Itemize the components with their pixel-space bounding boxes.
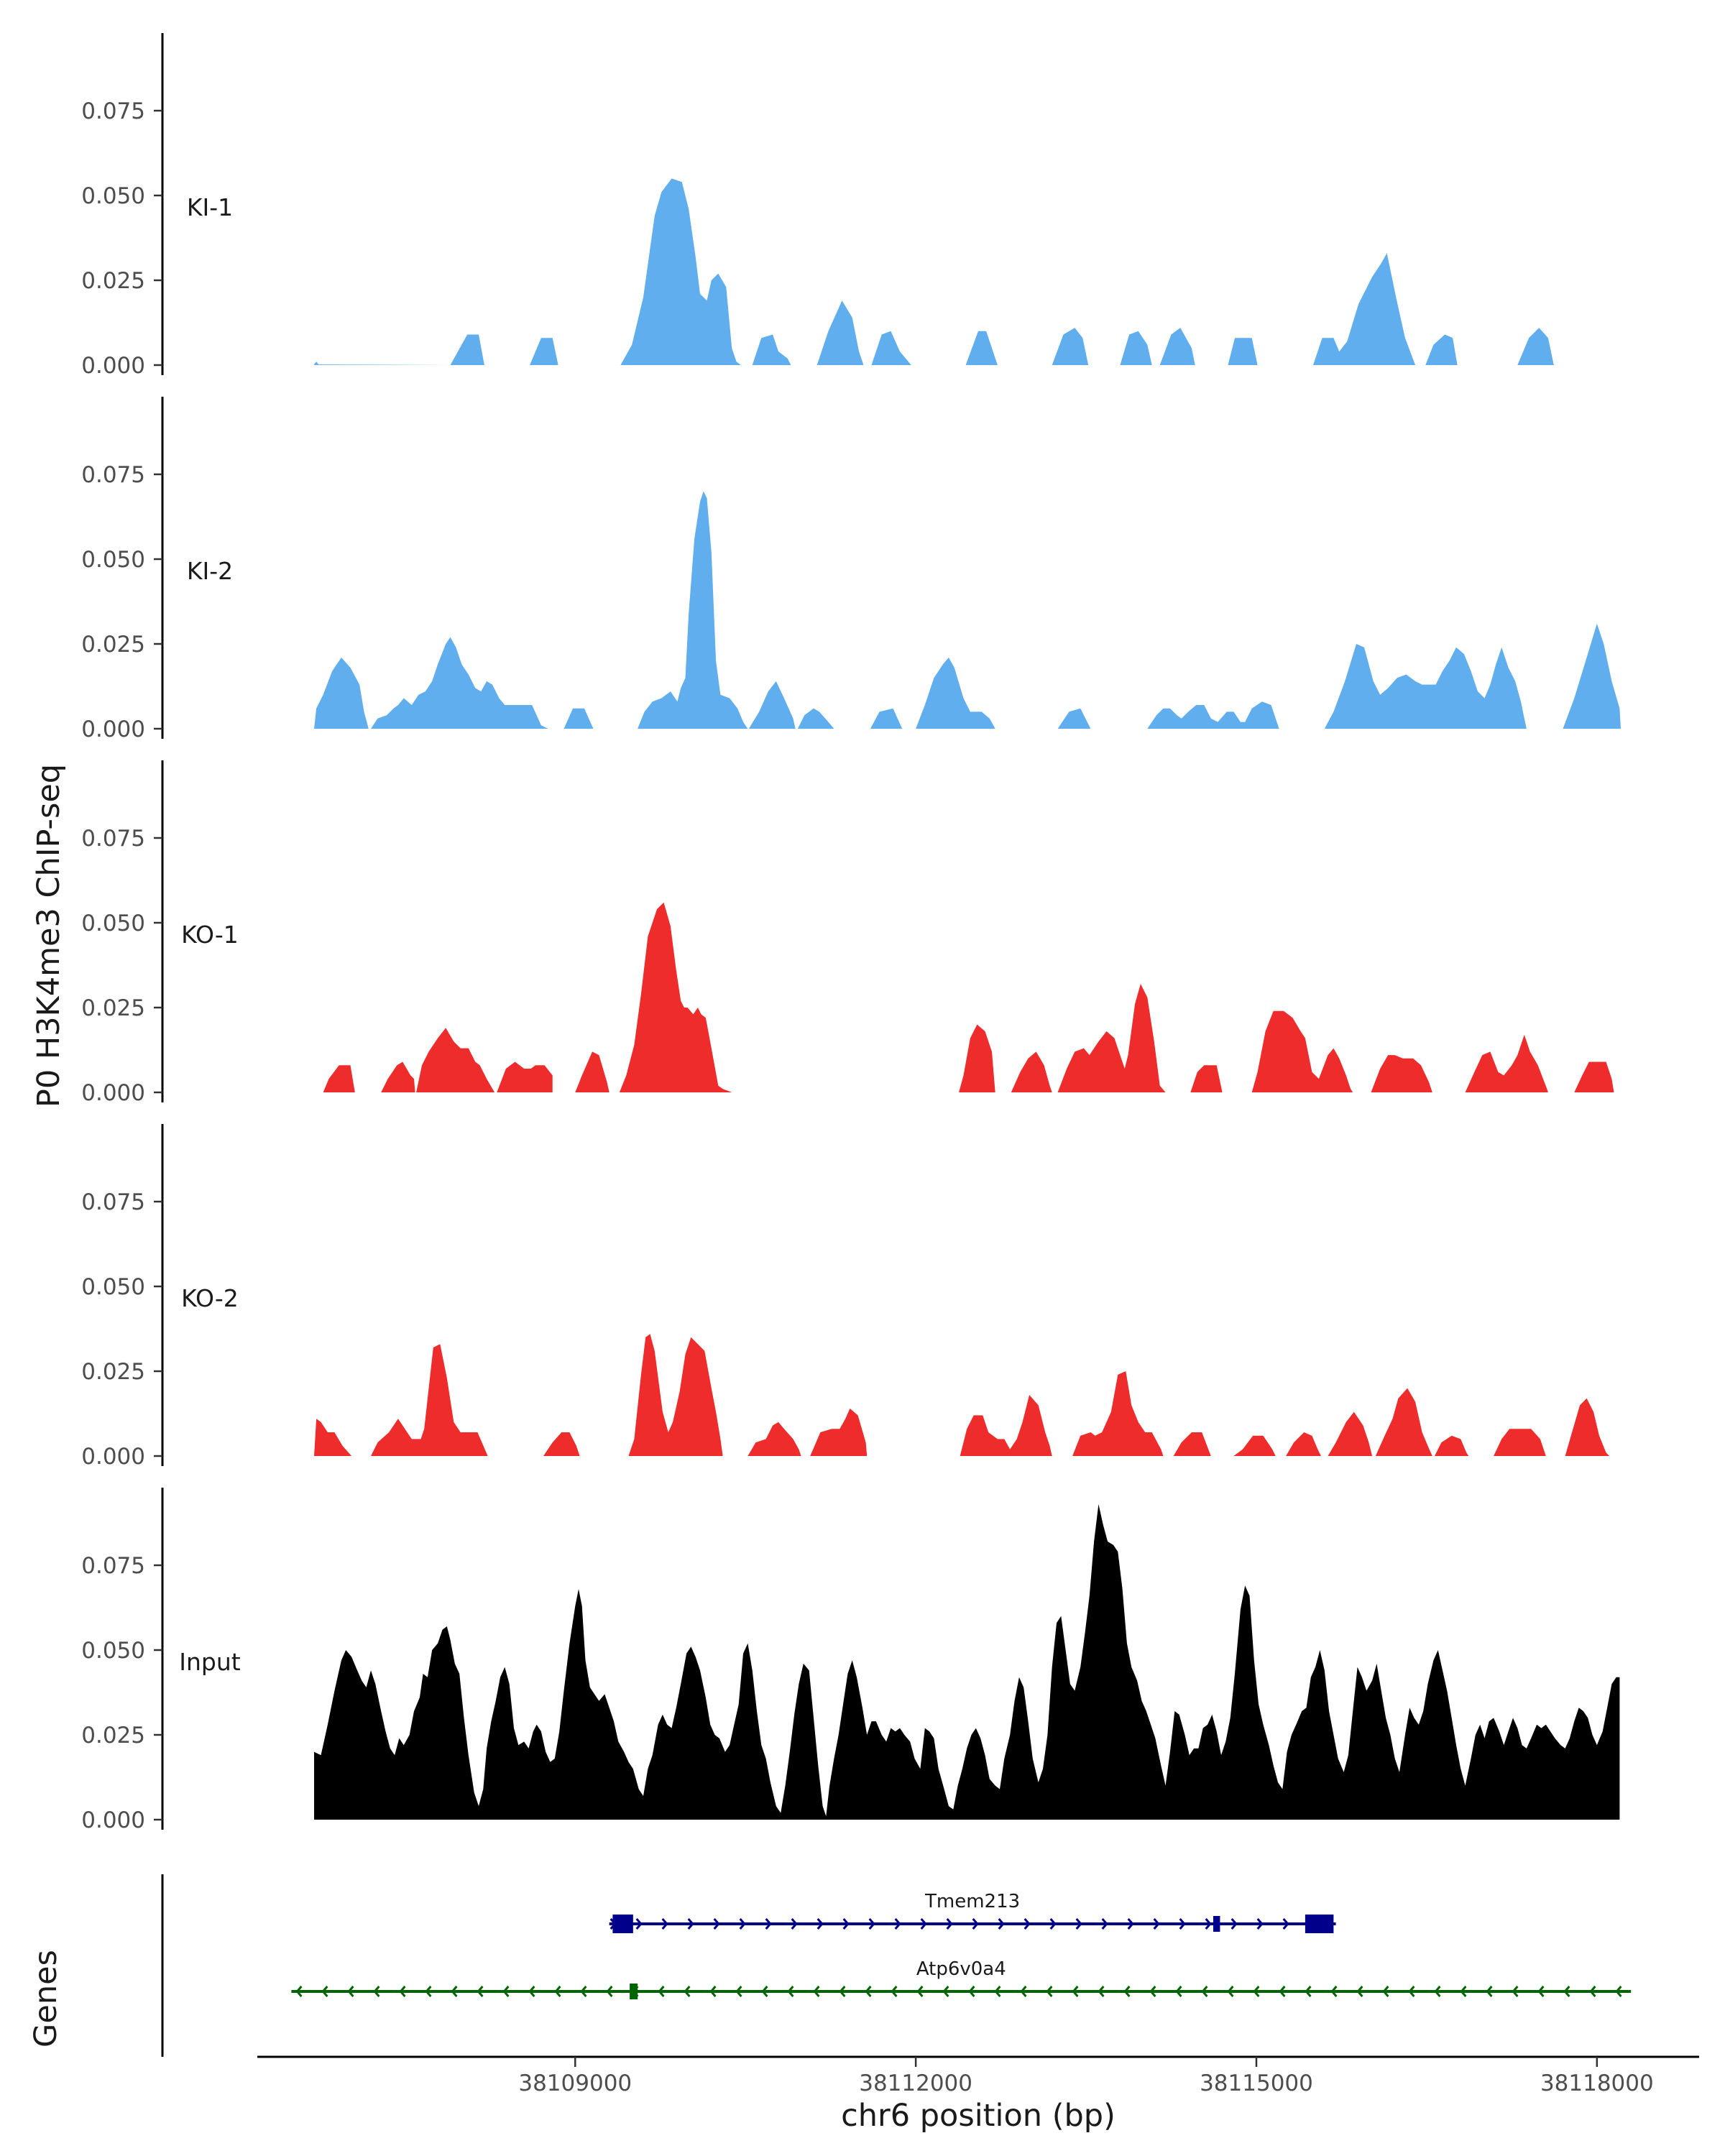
- strand-arrows: [295, 1986, 1622, 1997]
- y-tick-label: 0.025: [81, 632, 145, 658]
- exon: [1213, 1916, 1220, 1932]
- track-label-ko-2: KO-2: [181, 1284, 239, 1312]
- track-label-ko-1: KO-1: [181, 921, 239, 949]
- y-tick-label: 0.025: [81, 995, 145, 1021]
- x-tick-label: 38115000: [1200, 2070, 1313, 2096]
- gene-tmem213: Tmem213: [609, 1891, 1336, 1933]
- y-tick-label: 0.000: [81, 1444, 145, 1470]
- gene-name-atp6v0a4: Atp6v0a4: [916, 1958, 1006, 1980]
- tracks-layer: 0.0000.0250.0500.075KI-10.0000.0250.0500…: [81, 33, 1621, 1833]
- y-tick-label: 0.050: [81, 1274, 145, 1300]
- track-ki-2: 0.000 0.025 0.050 0.075 KI-2: [81, 397, 1621, 742]
- y-tick-label: 0.050: [81, 1638, 145, 1664]
- track-ko-1: 0.000 0.025 0.050 0.075 KO-1: [81, 760, 1614, 1106]
- y-tick-label: 0.075: [81, 1553, 145, 1579]
- y-tick-label: 0.025: [81, 1359, 145, 1385]
- y-tick-label: 0.000: [81, 1807, 145, 1833]
- x-axis-title: chr6 position (bp): [841, 2098, 1116, 2134]
- track-ko-2: 0.000 0.025 0.050 0.075 KO-2: [81, 1124, 1610, 1470]
- y-tick-label: 0.025: [81, 268, 145, 294]
- y-tick-label: 0.075: [81, 1189, 145, 1215]
- x-axis: 38109000 38112000 38115000 38118000: [257, 2055, 1699, 2096]
- y-tick-label: 0.050: [81, 911, 145, 936]
- exon: [612, 1915, 633, 1933]
- coverage-area-ki-2: [314, 491, 1621, 729]
- x-tick-label: 38118000: [1540, 2070, 1654, 2096]
- coverage-area-ko-1: [323, 902, 1614, 1092]
- x-tick-label: 38109000: [518, 2070, 632, 2096]
- y-tick-label: 0.000: [81, 717, 145, 742]
- y-tick-label: 0.050: [81, 183, 145, 209]
- x-tick-label: 38112000: [859, 2070, 972, 2096]
- exon: [1305, 1915, 1334, 1933]
- y-tick-label: 0.075: [81, 98, 145, 124]
- y-tick-label: 0.000: [81, 1080, 145, 1106]
- gene-name-tmem213: Tmem213: [924, 1891, 1020, 1912]
- gene-atp6v0a4: Atp6v0a4: [291, 1958, 1632, 1999]
- track-label-ki-1: KI-1: [187, 193, 233, 221]
- genes-layer: Tmem213 Atp6v0a4: [161, 1874, 1632, 2057]
- track-input: 0.000 0.025 0.050 0.075 Input: [81, 1488, 1620, 1833]
- exon: [630, 1984, 638, 1999]
- y-tick-label: 0.000: [81, 353, 145, 379]
- genes-axis-title: Genes: [28, 1950, 64, 2047]
- coverage-area-input: [314, 1504, 1620, 1820]
- y-tick-label: 0.075: [81, 462, 145, 488]
- coverage-area-ko-2: [314, 1334, 1610, 1456]
- y-tick-label: 0.050: [81, 547, 145, 573]
- y-tick-label: 0.075: [81, 826, 145, 852]
- y-tick-label: 0.025: [81, 1723, 145, 1749]
- track-label-input: Input: [179, 1648, 241, 1676]
- y-axis-title: P0 H3K4me3 ChIP-seq: [31, 764, 67, 1107]
- track-label-ki-2: KI-2: [187, 557, 233, 585]
- track-ki-1: 0.000 0.025 0.050 0.075 KI-1: [81, 33, 1554, 379]
